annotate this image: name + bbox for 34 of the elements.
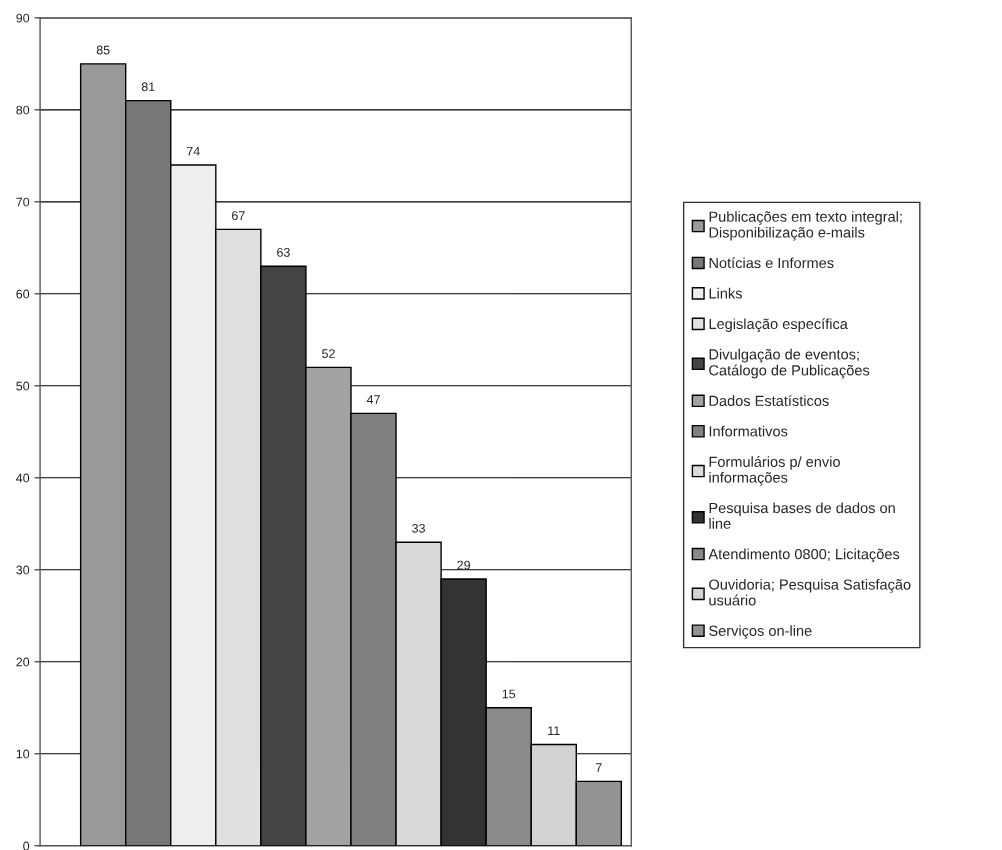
data-label: 47: [366, 395, 380, 404]
data-label: 33: [412, 523, 425, 533]
y-tick-label: 30: [16, 565, 30, 575]
legend-label: Dados Estatísticos: [709, 395, 829, 407]
legend-label: Serviços on-line: [709, 625, 812, 639]
data-label: 67: [232, 211, 245, 221]
legend-label: Notícias e Informes: [709, 257, 834, 269]
legend-label: Formulários p/ envio informações: [709, 456, 840, 486]
legend-label: Divulgação de eventos; Catálogo de Publicações: [709, 348, 870, 379]
y-tick-label: 10: [16, 749, 30, 759]
legend-label: Pesquisa bases de dados on line: [709, 502, 895, 529]
y-tick-label: 50: [16, 381, 30, 391]
y-tick-label: 40: [16, 473, 30, 483]
data-label: 15: [502, 689, 516, 699]
legend-label: Atendimento 0800; Licitações: [708, 548, 900, 563]
y-tick-label: 90: [16, 13, 30, 23]
data-label: 7: [595, 763, 602, 772]
y-tick-label: 80: [16, 105, 30, 115]
legend-label: Ouvidoria; Pesquisa Satisfação usuário: [709, 579, 911, 606]
y-tick-label: 0: [23, 841, 30, 850]
data-label: 52: [322, 349, 335, 358]
data-label: 63: [277, 247, 290, 257]
legend-label: Informativos: [709, 425, 788, 437]
y-tick-label: 70: [16, 197, 30, 207]
legend-label: Legislação específica: [709, 318, 848, 333]
y-tick-label: 60: [16, 289, 30, 299]
data-label: 85: [96, 45, 110, 55]
data-label: 74: [186, 146, 200, 156]
data-label: 11: [548, 726, 560, 736]
data-label: 81: [141, 82, 155, 92]
y-tick-label: 20: [16, 657, 30, 667]
legend-label: Links: [709, 287, 742, 299]
data-label: 29: [457, 560, 470, 570]
legend-label: Publicações em texto integral; Disponibilização e-mails: [709, 211, 902, 241]
